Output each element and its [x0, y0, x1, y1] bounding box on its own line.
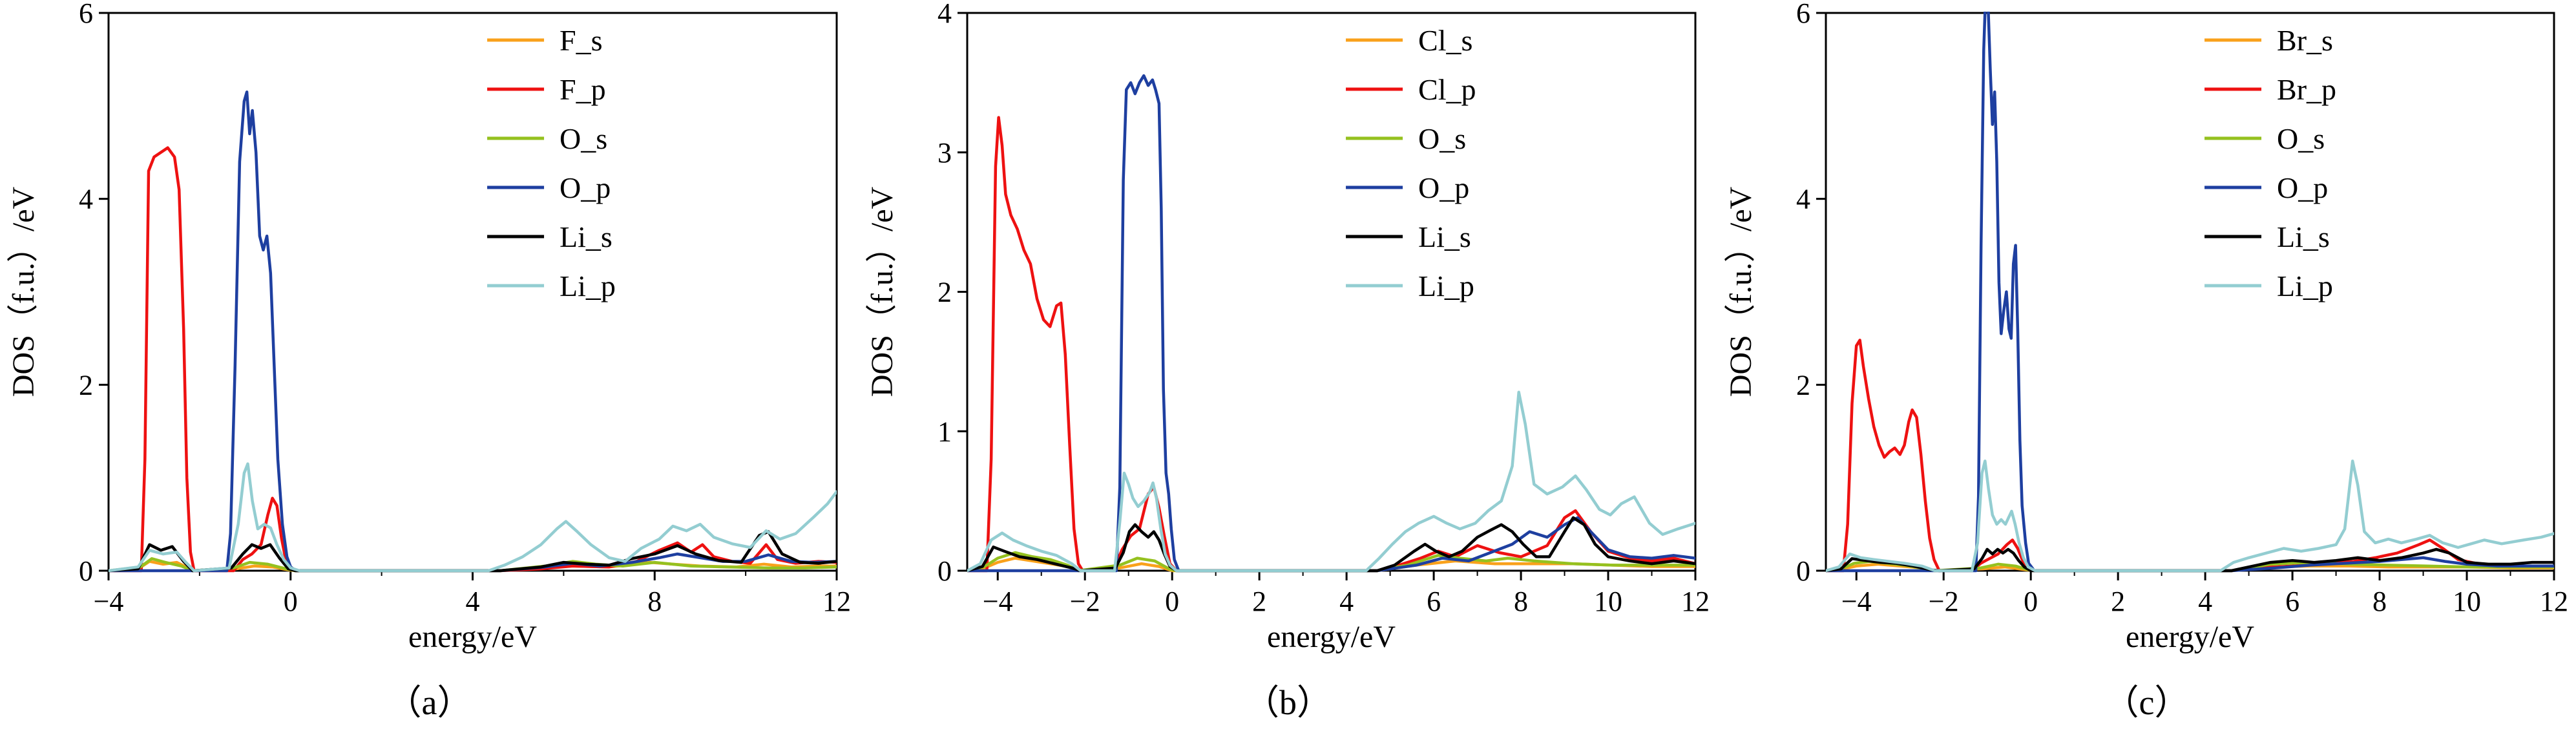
svg-text:12: 12: [2540, 586, 2568, 617]
svg-text:Cl_p: Cl_p: [1418, 73, 1476, 106]
svg-text:Li_s: Li_s: [560, 220, 613, 253]
svg-text:2: 2: [937, 277, 952, 308]
svg-text:12: 12: [1681, 586, 1710, 617]
svg-text:2: 2: [1252, 586, 1266, 617]
svg-text:O_s: O_s: [560, 122, 607, 155]
svg-text:0: 0: [79, 555, 93, 587]
svg-text:4: 4: [79, 184, 93, 215]
svg-text:Cl_s: Cl_s: [1418, 24, 1472, 57]
svg-text:6: 6: [79, 0, 93, 29]
svg-text:4: 4: [1796, 184, 1810, 215]
svg-text:8: 8: [2372, 586, 2387, 617]
svg-text:6: 6: [1427, 586, 1441, 617]
panel-caption-a: （a）: [386, 683, 472, 722]
svg-text:O_p: O_p: [560, 171, 611, 204]
svg-text:Li_p: Li_p: [2277, 270, 2333, 302]
svg-text:10: 10: [1594, 586, 1622, 617]
dos-panel-b: −4 −2 0 2 4 6 8 10 12 0 1 2 3 4 energy/eV DOS（f.u.）/eV C…: [859, 0, 1717, 731]
svg-text:8: 8: [647, 586, 662, 617]
svg-text:−4: −4: [94, 586, 124, 617]
svg-text:2: 2: [79, 369, 93, 401]
svg-text:Br_p: Br_p: [2277, 73, 2336, 106]
panel-caption-b: （b）: [1244, 683, 1332, 722]
svg-text:1: 1: [937, 416, 952, 447]
svg-text:0: 0: [1796, 555, 1810, 587]
svg-text:−2: −2: [1070, 586, 1100, 617]
svg-text:energy/eV: energy/eV: [408, 620, 537, 654]
svg-text:Li_p: Li_p: [1418, 270, 1474, 302]
svg-text:2: 2: [2111, 586, 2125, 617]
svg-text:Li_s: Li_s: [2277, 220, 2330, 253]
svg-text:−4: −4: [1841, 586, 1872, 617]
panel-caption-c: （c）: [2104, 683, 2190, 722]
svg-text:Br_s: Br_s: [2277, 24, 2333, 57]
svg-text:4: 4: [1339, 586, 1354, 617]
svg-text:0: 0: [2024, 586, 2038, 617]
svg-text:O_s: O_s: [2277, 122, 2325, 155]
svg-text:6: 6: [1796, 0, 1810, 29]
svg-text:2: 2: [1796, 369, 1810, 401]
svg-text:O_p: O_p: [2277, 171, 2328, 204]
svg-text:8: 8: [1514, 586, 1528, 617]
svg-text:DOS（f.u.）/eV: DOS（f.u.）/eV: [865, 187, 899, 397]
svg-text:DOS（f.u.）/eV: DOS（f.u.）/eV: [1724, 187, 1758, 397]
svg-text:O_p: O_p: [1418, 171, 1469, 204]
svg-text:10: 10: [2453, 586, 2481, 617]
svg-text:Li_p: Li_p: [560, 270, 616, 302]
svg-text:O_s: O_s: [1418, 122, 1466, 155]
svg-text:energy/eV: energy/eV: [2126, 620, 2254, 654]
dos-chart-a: −4 0 4 8 120246energy/eVDOS（f.u.）/eVF_sF_pO_…: [6, 0, 851, 654]
svg-text:Li_s: Li_s: [1418, 220, 1471, 253]
svg-text:−4: −4: [983, 586, 1013, 617]
svg-text:4: 4: [937, 0, 952, 29]
svg-text:4: 4: [2198, 586, 2212, 617]
svg-text:0: 0: [284, 586, 298, 617]
svg-text:3: 3: [937, 137, 952, 169]
svg-text:6: 6: [2285, 586, 2299, 617]
svg-text:4: 4: [466, 586, 480, 617]
svg-text:0: 0: [1165, 586, 1179, 617]
svg-text:12: 12: [822, 586, 851, 617]
dos-panel-a: −4 0 4 8 12 0 2 4 6 energy/eV DOS（f.u.）/eV F_s F_p O_…: [0, 0, 859, 731]
svg-text:−2: −2: [1929, 586, 1959, 617]
svg-text:energy/eV: energy/eV: [1267, 620, 1396, 654]
dos-panel-c: −4 −2 0 2 4 6 8 10 12 0 2 4 6 energy/eV DOS（f.u.）/eV Br…: [1717, 0, 2576, 731]
dos-chart-c: −4 −2 0 2 4 6 8 10 12 0 2 4 6 energy/eV DOS（f.u.）/eV Br…: [1724, 0, 2568, 654]
svg-text:F_s: F_s: [560, 24, 602, 57]
dos-chart-b: −4 −2 0 2 4 6 8 10 1201234energy/eVDOS（f.u.）/eVC…: [865, 0, 1710, 654]
svg-text:F_p: F_p: [560, 73, 606, 106]
svg-text:DOS（f.u.）/eV: DOS（f.u.）/eV: [6, 187, 41, 397]
svg-text:0: 0: [937, 555, 952, 587]
